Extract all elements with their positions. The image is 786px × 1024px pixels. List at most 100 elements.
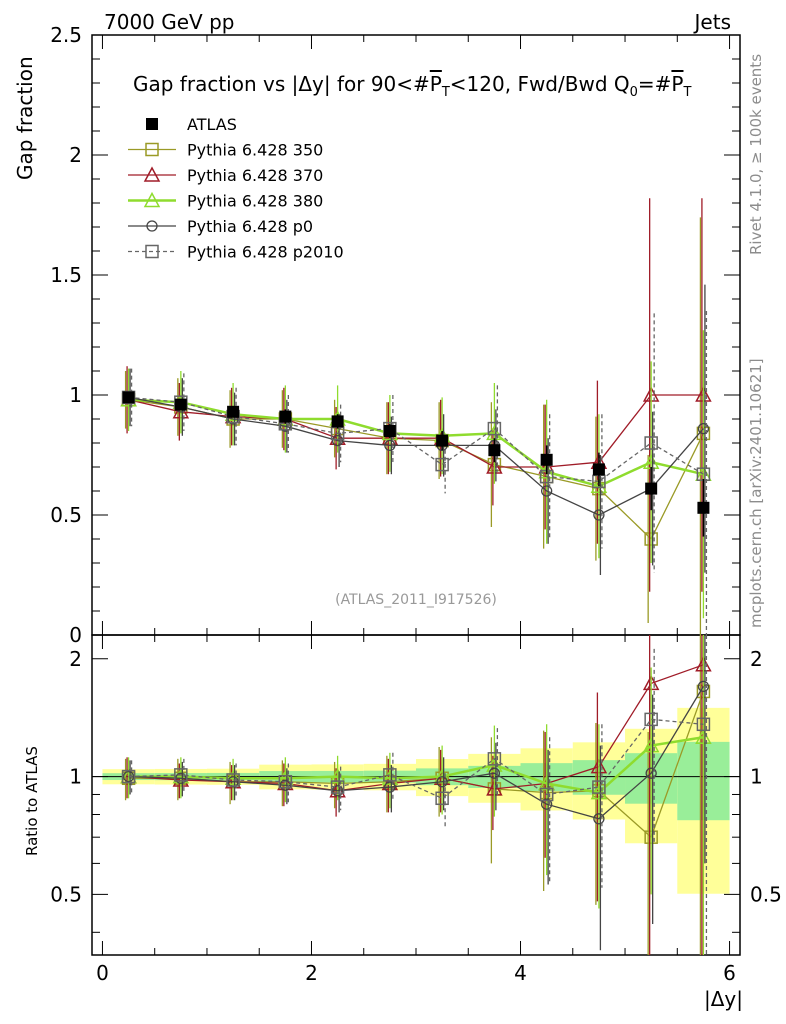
header-left: 7000 GeV pp xyxy=(104,10,235,34)
y-tick-label: 2 xyxy=(69,143,82,167)
ratio-point xyxy=(645,767,657,779)
legend-label: Pythia 6.428 p0 xyxy=(187,217,313,236)
ratio-tick-label: 2 xyxy=(69,647,82,671)
atlas-point xyxy=(383,425,396,437)
ratio-point xyxy=(696,717,711,732)
atlas-point xyxy=(592,463,605,476)
data-point xyxy=(331,434,344,447)
data-point xyxy=(593,509,605,521)
x-tick-label: 0 xyxy=(96,961,109,985)
series-atlas xyxy=(122,391,710,537)
rivet-version-label: Rivet 4.1.0, ≥ 100k events xyxy=(747,54,765,255)
ratio-point xyxy=(278,774,293,789)
legend-marker xyxy=(146,220,158,232)
atlas-point xyxy=(122,391,135,404)
atlas-point xyxy=(488,444,501,457)
atlas-point xyxy=(436,434,449,447)
ratio-point xyxy=(488,767,501,779)
data-point xyxy=(384,439,396,452)
atlas-point xyxy=(227,405,240,418)
series-line xyxy=(128,399,705,541)
legend-entry: Pythia 6.428 p2010 xyxy=(128,243,344,262)
legend-marker xyxy=(145,142,159,157)
atlas-point xyxy=(540,453,553,466)
y-axis-label-ratio: Ratio to ATLAS xyxy=(23,746,41,856)
legend-entry: Pythia 6.428 380 xyxy=(128,192,323,211)
legend-entry: Pythia 6.428 350 xyxy=(128,141,323,160)
y-tick-label: 1.5 xyxy=(50,263,82,287)
ratio-point xyxy=(226,773,240,787)
y-tick-label: 2.5 xyxy=(50,23,82,47)
x-tick-label: 2 xyxy=(305,961,318,985)
series-pythia-6-428-370 xyxy=(120,198,712,955)
atlas-point xyxy=(279,410,292,423)
series-line xyxy=(128,396,704,516)
legend-label: Pythia 6.428 350 xyxy=(187,141,323,160)
ratio-point xyxy=(279,779,292,791)
mcplots-label: mcplots.cern.ch [arXiv:2401.10621] xyxy=(747,358,765,628)
ratio-point xyxy=(175,772,187,784)
ratio-point xyxy=(174,768,188,782)
header-right: Jets xyxy=(693,10,731,34)
y-axis-label-main: Gap fraction xyxy=(13,56,37,180)
ratio-line xyxy=(128,736,704,794)
ratio-point xyxy=(436,776,448,788)
ratio-point xyxy=(697,680,710,693)
legend-marker xyxy=(146,118,158,130)
x-axis-label: |Δy| xyxy=(704,987,743,1011)
ratio-point xyxy=(487,752,502,766)
ratio-point xyxy=(435,791,449,806)
ratio-point xyxy=(121,769,136,784)
ratio-point xyxy=(644,712,658,727)
x-tick-label: 6 xyxy=(723,961,736,985)
series-pythia-6-428-380 xyxy=(120,330,712,955)
ratio-point xyxy=(590,784,608,800)
ratio-point xyxy=(539,787,554,802)
chart-title: Gap fraction vs |Δy| for 90<#PT<120, Fwd… xyxy=(133,72,691,100)
data-point xyxy=(487,421,502,436)
ratio-point xyxy=(592,780,606,794)
series-pythia-6-428-350 xyxy=(121,217,711,955)
legend-entry: Pythia 6.428 370 xyxy=(128,166,323,185)
ratio-point xyxy=(384,781,396,793)
ratio-point xyxy=(383,768,397,782)
legend-label: ATLAS xyxy=(187,115,237,134)
data-point xyxy=(435,457,449,472)
ratio-tick-label-right: 1 xyxy=(750,765,763,789)
data-point xyxy=(540,485,553,497)
atlas-point xyxy=(645,482,658,495)
data-point xyxy=(697,422,710,435)
legend-marker xyxy=(143,191,161,208)
y-tick-label: 1 xyxy=(69,383,82,407)
analysis-tag: (ATLAS_2011_I917526) xyxy=(335,592,497,608)
ratio-point xyxy=(540,798,553,810)
ratio-point xyxy=(593,813,605,825)
ratio-point xyxy=(122,770,135,783)
ratio-point xyxy=(642,736,660,753)
y-tick-label: 0 xyxy=(69,623,82,647)
x-tick-label: 4 xyxy=(514,961,527,985)
ratio-tick-label: 0.5 xyxy=(50,882,82,906)
series-line xyxy=(128,394,704,468)
series-line xyxy=(128,396,704,483)
ratio-point xyxy=(330,780,345,794)
atlas-point xyxy=(697,501,710,514)
series-pythia-6-428-p0 xyxy=(122,284,710,951)
ratio-tick-label-right: 0.5 xyxy=(750,882,782,906)
legend-label: Pythia 6.428 380 xyxy=(187,192,323,211)
y-tick-label: 0.5 xyxy=(50,503,82,527)
legend-entry: ATLAS xyxy=(146,115,237,134)
atlas-point xyxy=(174,398,187,411)
legend-marker xyxy=(145,244,159,259)
ratio-tick-label: 1 xyxy=(69,765,82,789)
legend-label: Pythia 6.428 p2010 xyxy=(187,243,344,262)
atlas-point xyxy=(331,415,344,428)
legend-label: Pythia 6.428 370 xyxy=(187,166,323,185)
data-point xyxy=(644,436,658,450)
legend-entry: Pythia 6.428 p0 xyxy=(128,217,313,236)
ratio-line xyxy=(128,686,704,820)
ratio-tick-label-right: 2 xyxy=(750,647,763,671)
series-line xyxy=(128,398,704,488)
legend-marker xyxy=(143,166,161,182)
